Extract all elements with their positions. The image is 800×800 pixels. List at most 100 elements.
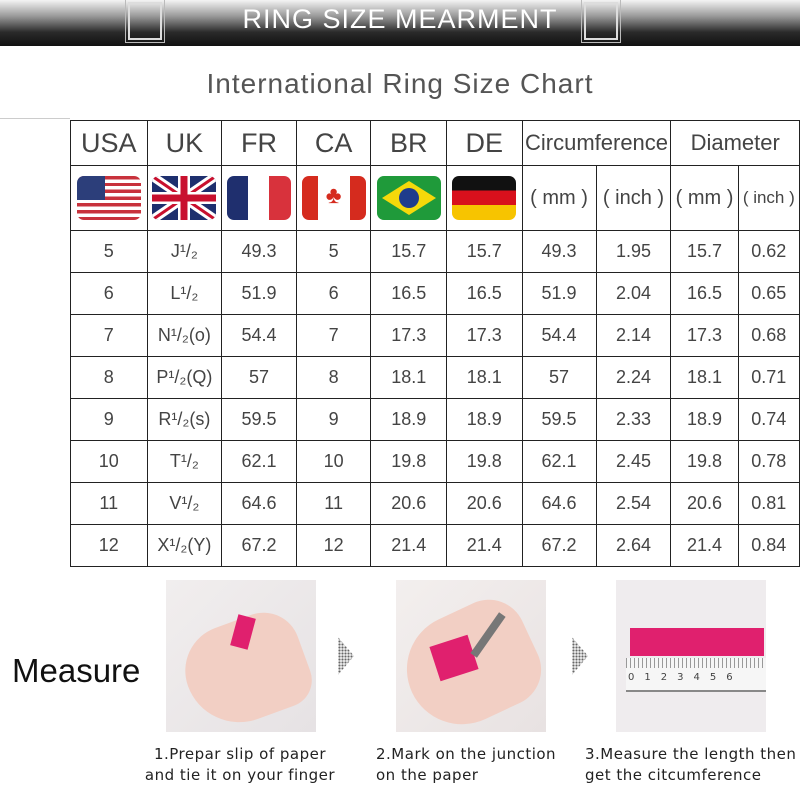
table-cell: 64.6 [521, 482, 597, 525]
ruler-tick-label: 0 [628, 672, 635, 683]
ruler-tick-label: 6 [726, 672, 733, 683]
table-cell: 62.1 [521, 440, 597, 483]
header-diameter: Diameter [670, 120, 800, 166]
table-cell: 2.33 [595, 398, 672, 441]
table-cell: 2.54 [595, 482, 672, 525]
table-cell: 9 [70, 398, 148, 441]
table-cell: 54.4 [521, 314, 597, 357]
uk-flag-icon [152, 176, 217, 220]
table-row: 8 P¹/₂(Q) 57 8 18.1 18.1 57 2.24 18.1 0.71 [70, 356, 800, 399]
table-cell: 67.2 [221, 524, 297, 567]
france-flag-icon [226, 176, 291, 220]
table-cell: 20.6 [370, 482, 448, 525]
step1-caption: 1.Prepar slip of paper and tie it on your… [144, 745, 336, 784]
ruler-tick-label: 2 [660, 672, 668, 683]
table-cell: 11 [295, 482, 372, 525]
table-cell: 59.5 [521, 398, 597, 441]
table-cell: 64.6 [221, 482, 297, 525]
table-cell: 1.95 [595, 230, 672, 273]
step3-caption: 3.Measure the length then get the citcumf… [585, 745, 797, 784]
header-circumference: Circumference [521, 120, 672, 166]
table-cell: 18.1 [670, 356, 739, 399]
table-cell: 16.5 [670, 272, 739, 315]
measure-label: Measure [12, 652, 141, 689]
table-cell: 49.3 [521, 230, 597, 273]
table-cell: T¹/₂ [146, 440, 223, 483]
table-cell: 2.45 [595, 440, 672, 483]
table-cell: N¹/₂(o) [146, 314, 223, 357]
table-cell: 0.74 [737, 398, 800, 441]
table-cell: P¹/₂(Q) [146, 356, 223, 399]
unit-diam-mm: ( mm ) [670, 165, 739, 231]
table-cell: J¹/₂ [146, 230, 223, 273]
ruler-tick-label: 4 [693, 672, 700, 683]
table-cell: 8 [70, 356, 148, 399]
table-cell: 7 [295, 314, 372, 357]
table-cell: 59.5 [221, 398, 297, 441]
table-cell: 15.7 [446, 230, 523, 273]
header-fr: FR [221, 120, 297, 166]
step2-photo [396, 580, 546, 732]
table-cell: 15.7 [370, 230, 448, 273]
table-cell: 20.6 [446, 482, 523, 525]
banner: RING SIZE MEARMENT [0, 0, 800, 46]
canada-flag-icon: ♣ [301, 176, 366, 220]
table-row: 12 X¹/₂(Y) 67.2 12 21.4 21.4 67.2 2.64 21.4 0.84 [70, 524, 800, 567]
table-cell: R¹/₂(s) [146, 398, 223, 441]
table-cell: 0.68 [737, 314, 800, 357]
table-cell: 0.81 [737, 482, 800, 525]
table-cell: 18.1 [370, 356, 448, 399]
chart-title: International Ring Size Chart [206, 68, 594, 99]
ruler-tick-label: 1 [644, 672, 651, 683]
table-cell: 21.4 [370, 524, 448, 567]
table-cell: 8 [295, 356, 372, 399]
table-cell: X¹/₂(Y) [146, 524, 223, 567]
header-de: DE [446, 120, 523, 166]
table-cell: 19.8 [670, 440, 739, 483]
divider [0, 118, 70, 119]
table-cell: 17.3 [670, 314, 739, 357]
germany-flag-icon [452, 176, 517, 220]
table-row: 5 J¹/₂ 49.3 5 15.7 15.7 49.3 1.95 15.7 0.62 [70, 230, 800, 273]
table-cell: 15.7 [670, 230, 739, 273]
table-cell: 62.1 [221, 440, 297, 483]
table-cell: 0.65 [737, 272, 800, 315]
ring-size-table: USA UK FR CA BR DE Circumference Diamete… [70, 120, 800, 567]
table-cell: V¹/₂ [146, 482, 223, 525]
table-cell: 11 [70, 482, 148, 525]
ruler-tick-label: 3 [677, 672, 684, 683]
table-cell: 18.9 [370, 398, 448, 441]
banner-title: RING SIZE MEARMENT [242, 4, 558, 34]
table-cell: 12 [70, 524, 148, 567]
table-cell: 18.9 [670, 398, 739, 441]
table-cell: 16.5 [370, 272, 448, 315]
table-cell: 19.8 [370, 440, 448, 483]
table-cell: 0.84 [737, 524, 800, 567]
step2-caption: 2.Mark on the junction on the paper [376, 745, 557, 784]
table-cell: 6 [70, 272, 148, 315]
table-cell: 57 [221, 356, 297, 399]
ruler-tick-label: 5 [709, 672, 717, 683]
step1-photo [166, 580, 316, 732]
table-row: 6 L¹/₂ 51.9 6 16.5 16.5 51.9 2.04 16.5 0.65 [70, 272, 800, 315]
table-cell: 0.62 [737, 230, 800, 273]
table-cell: 2.64 [595, 524, 672, 567]
table-cell: 20.6 [670, 482, 739, 525]
table-cell: 5 [295, 230, 372, 273]
header-br: BR [370, 120, 448, 166]
table-cell: 12 [295, 524, 372, 567]
table-cell: 51.9 [221, 272, 297, 315]
table-cell: 54.4 [221, 314, 297, 357]
table-cell: 21.4 [446, 524, 523, 567]
table-row: 11 V¹/₂ 64.6 11 20.6 20.6 64.6 2.54 20.6 0.81 [70, 482, 800, 525]
square-decoration-icon [581, 0, 621, 43]
table-cell: 5 [70, 230, 148, 273]
header-uk: UK [146, 120, 223, 166]
table-cell: 2.24 [595, 356, 672, 399]
table-cell: 16.5 [446, 272, 523, 315]
table-cell: 0.71 [737, 356, 800, 399]
table-cell: 9 [295, 398, 372, 441]
table-cell: 18.1 [446, 356, 523, 399]
table-cell: 6 [295, 272, 372, 315]
